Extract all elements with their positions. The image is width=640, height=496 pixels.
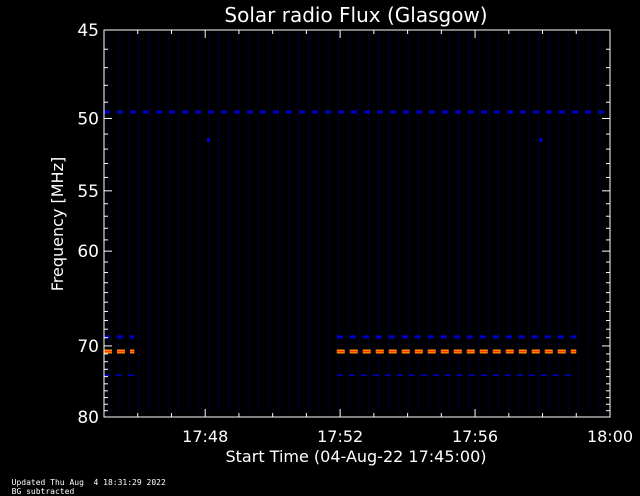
time-stripe <box>508 32 510 413</box>
footer: Updated Thu Aug 4 18:31:29 2022 BG subtr… <box>2 469 180 496</box>
time-stripe <box>408 32 410 413</box>
time-stripe <box>228 32 230 413</box>
y-tick-label: 45 <box>77 21 99 41</box>
emission-bands <box>104 110 610 376</box>
time-stripe <box>208 32 210 413</box>
time-stripe <box>368 32 370 413</box>
time-stripe <box>528 32 530 413</box>
time-stripe <box>278 32 280 413</box>
time-stripe <box>498 32 500 413</box>
y-tick-label: 70 <box>77 337 99 357</box>
time-stripe <box>458 32 460 413</box>
time-stripe <box>298 32 300 413</box>
updated-timestamp: Updated Thu Aug 4 18:31:29 2022 <box>11 478 166 487</box>
emission-dot <box>207 138 211 143</box>
time-stripe <box>438 32 440 413</box>
time-stripe <box>488 32 490 413</box>
time-stripe <box>248 32 250 413</box>
y-axis-label: Frequency [MHz] <box>48 157 67 291</box>
x-tick-label: 17:48 <box>182 427 228 446</box>
time-stripe <box>518 32 520 413</box>
time-stripe <box>288 32 290 413</box>
time-stripe <box>148 32 150 413</box>
plot-frame <box>103 29 611 418</box>
time-stripe <box>548 32 550 413</box>
time-stripe <box>388 32 390 413</box>
faint-time-stripes <box>108 32 600 413</box>
emission-dots <box>207 138 543 143</box>
time-stripe <box>358 32 360 413</box>
time-stripe <box>418 32 420 413</box>
time-stripe <box>428 32 430 413</box>
x-tick-label: 17:52 <box>317 427 363 446</box>
time-stripe <box>318 32 320 413</box>
time-stripe <box>118 32 120 413</box>
time-stripe <box>338 32 340 413</box>
spectrogram-chart: 45 50 55 60 70 80 17:48 17:52 17:56 18:00 Solar … <box>48 3 634 466</box>
time-stripe <box>578 32 580 413</box>
time-stripe <box>598 32 600 413</box>
time-stripe <box>348 32 350 413</box>
time-stripe <box>258 32 260 413</box>
time-stripe <box>178 32 180 413</box>
y-tick-label: 55 <box>77 182 99 202</box>
time-stripe <box>198 32 200 413</box>
time-stripe <box>558 32 560 413</box>
y-tick-label: 60 <box>77 242 99 262</box>
time-stripe <box>108 32 110 413</box>
emission-dot <box>539 138 543 143</box>
time-stripe <box>188 32 190 413</box>
y-tick-label: 80 <box>77 408 99 428</box>
time-stripe <box>328 32 330 413</box>
time-stripe <box>308 32 310 413</box>
x-tick-label: 17:56 <box>452 427 498 446</box>
time-stripe <box>238 32 240 413</box>
time-stripe <box>128 32 130 413</box>
time-stripe <box>538 32 540 413</box>
time-stripe <box>398 32 400 413</box>
chart-title: Solar radio Flux (Glasgow) <box>224 3 487 27</box>
time-stripe <box>468 32 470 413</box>
x-tick-label: 18:00 <box>587 427 633 446</box>
time-stripe <box>568 32 570 413</box>
time-stripe <box>448 32 450 413</box>
time-stripe <box>158 32 160 413</box>
x-axis-label: Start Time (04-Aug-22 17:45:00) <box>226 447 487 466</box>
time-stripe <box>268 32 270 413</box>
bg-subtracted-note: BG subtracted <box>11 487 75 496</box>
time-stripe <box>138 32 140 413</box>
time-stripe <box>218 32 220 413</box>
y-axis: 45 50 55 60 70 80 <box>77 21 610 428</box>
time-stripe <box>588 32 590 413</box>
y-tick-label: 50 <box>77 109 99 129</box>
time-stripe <box>378 32 380 413</box>
time-stripe <box>478 32 480 413</box>
x-axis: 17:48 17:52 17:56 18:00 <box>137 30 633 446</box>
time-stripe <box>168 32 170 413</box>
